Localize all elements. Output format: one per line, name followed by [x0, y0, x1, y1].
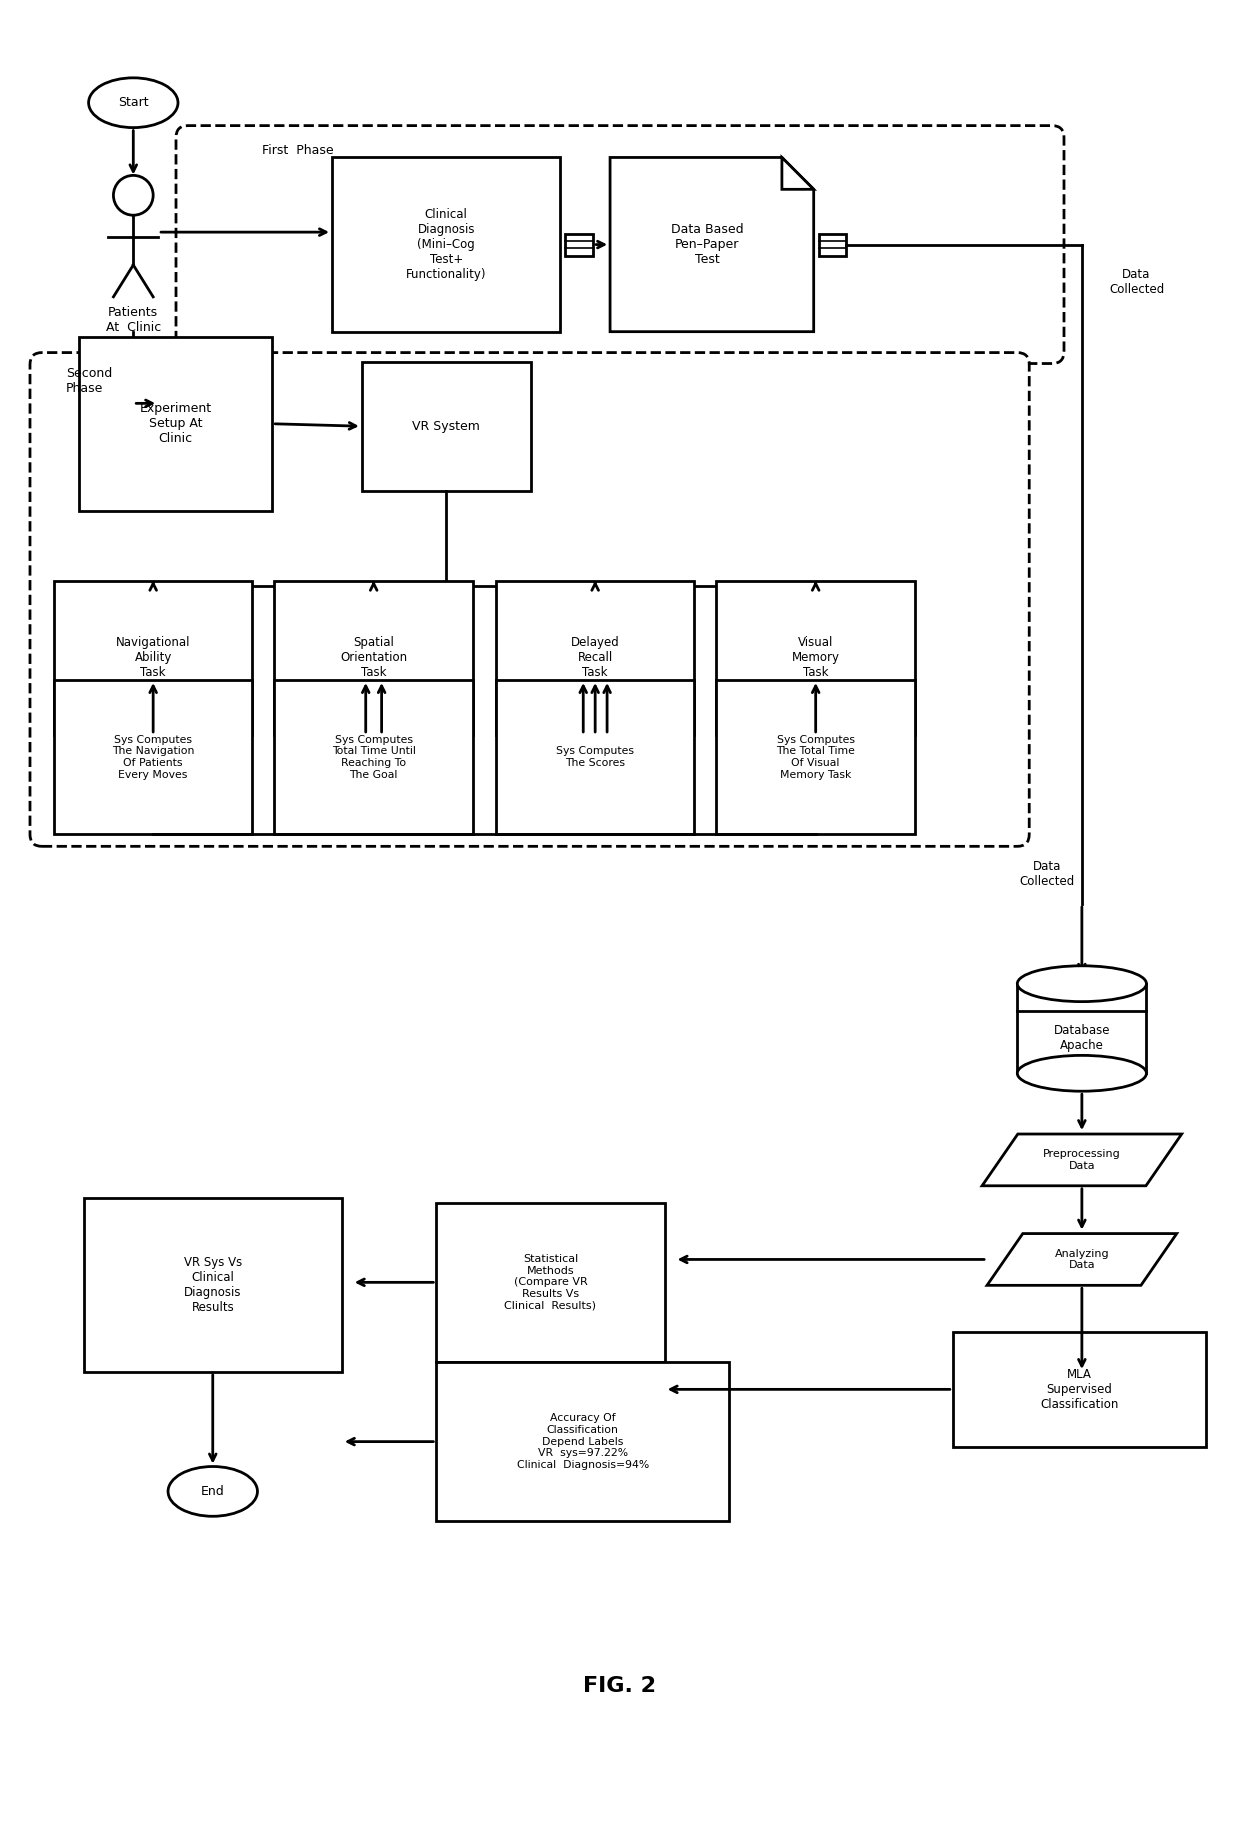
Text: Start: Start	[118, 96, 149, 109]
FancyBboxPatch shape	[30, 353, 1029, 846]
Text: Analyzing
Data: Analyzing Data	[1054, 1249, 1110, 1271]
Polygon shape	[610, 158, 813, 331]
Text: MLA
Supervised
Classification: MLA Supervised Classification	[1040, 1368, 1118, 1411]
FancyBboxPatch shape	[717, 680, 915, 835]
Text: Sys Computes
The Navigation
Of Patients
Every Moves: Sys Computes The Navigation Of Patients …	[112, 736, 195, 780]
Text: VR Sys Vs
Clinical
Diagnosis
Results: VR Sys Vs Clinical Diagnosis Results	[184, 1256, 242, 1313]
Text: Delayed
Recall
Task: Delayed Recall Task	[570, 636, 620, 679]
FancyBboxPatch shape	[362, 362, 531, 491]
Text: Spatial
Orientation
Task: Spatial Orientation Task	[340, 636, 407, 679]
FancyBboxPatch shape	[53, 581, 253, 736]
Text: Statistical
Methods
(Compare VR
Results Vs
Clinical  Results): Statistical Methods (Compare VR Results …	[505, 1254, 596, 1311]
FancyBboxPatch shape	[53, 680, 253, 835]
Ellipse shape	[169, 1466, 258, 1517]
Ellipse shape	[1017, 1056, 1147, 1091]
Ellipse shape	[1017, 965, 1147, 1002]
Ellipse shape	[88, 77, 179, 127]
FancyBboxPatch shape	[83, 1197, 342, 1372]
FancyBboxPatch shape	[176, 125, 1064, 364]
FancyBboxPatch shape	[952, 1331, 1207, 1447]
FancyBboxPatch shape	[332, 158, 560, 331]
Text: Experiment
Setup At
Clinic: Experiment Setup At Clinic	[139, 403, 212, 445]
Text: Clinical
Diagnosis
(Mini–Cog
Test+
Functionality): Clinical Diagnosis (Mini–Cog Test+ Funct…	[405, 208, 486, 281]
Text: Patients
At  Clinic: Patients At Clinic	[105, 305, 161, 333]
Text: First  Phase: First Phase	[263, 143, 334, 156]
Text: Accuracy Of
Classification
Depend Labels
VR  sys=97.22%
Clinical  Diagnosis=94%: Accuracy Of Classification Depend Labels…	[517, 1414, 649, 1469]
FancyBboxPatch shape	[274, 581, 472, 736]
Text: Sys Computes
Total Time Until
Reaching To
The Goal: Sys Computes Total Time Until Reaching T…	[332, 736, 415, 780]
Text: FIG. 2: FIG. 2	[584, 1675, 656, 1696]
Text: Data Based
Pen–Paper
Test: Data Based Pen–Paper Test	[671, 223, 743, 267]
Text: Navigational
Ability
Task: Navigational Ability Task	[115, 636, 191, 679]
FancyBboxPatch shape	[496, 680, 694, 835]
Text: Preprocessing
Data: Preprocessing Data	[1043, 1149, 1121, 1171]
Text: Visual
Memory
Task: Visual Memory Task	[791, 636, 839, 679]
FancyBboxPatch shape	[1017, 984, 1147, 1074]
FancyBboxPatch shape	[565, 234, 593, 256]
Text: Sys Computes
The Total Time
Of Visual
Memory Task: Sys Computes The Total Time Of Visual Me…	[776, 736, 856, 780]
FancyBboxPatch shape	[436, 1203, 665, 1363]
FancyBboxPatch shape	[496, 581, 694, 736]
Text: Database
Apache: Database Apache	[1054, 1024, 1110, 1052]
Text: Second
Phase: Second Phase	[66, 368, 112, 395]
FancyBboxPatch shape	[274, 680, 472, 835]
Polygon shape	[782, 158, 813, 189]
Text: Sys Computes
The Scores: Sys Computes The Scores	[557, 747, 634, 769]
FancyBboxPatch shape	[818, 234, 847, 256]
Text: VR System: VR System	[412, 419, 480, 432]
Text: Data
Collected: Data Collected	[1019, 861, 1075, 888]
Text: Data
Collected: Data Collected	[1109, 268, 1164, 296]
FancyBboxPatch shape	[717, 581, 915, 736]
Polygon shape	[982, 1135, 1182, 1186]
Text: End: End	[201, 1484, 224, 1499]
FancyBboxPatch shape	[436, 1363, 729, 1521]
FancyBboxPatch shape	[78, 337, 273, 511]
Polygon shape	[987, 1234, 1177, 1285]
